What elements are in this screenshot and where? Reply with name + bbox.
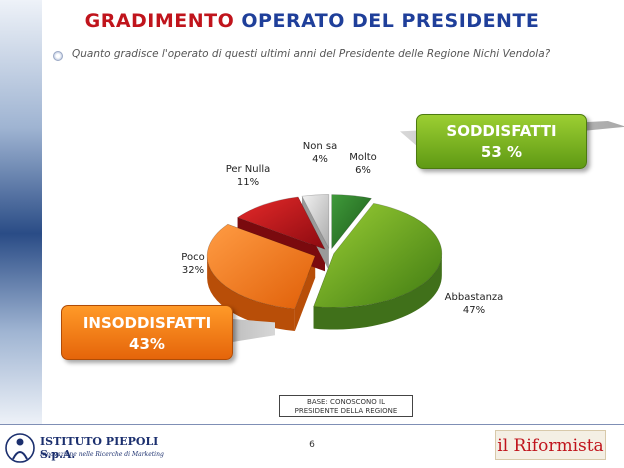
slice-label-value: 11% xyxy=(236,177,260,188)
satisfied-label: SODDISFATTI xyxy=(446,122,557,140)
title-part1: GRADIMENTO xyxy=(84,10,235,32)
slice-label-name: Non sa xyxy=(302,141,338,152)
base-note: BASE: CONOSCONO IL PRESIDENTE DELLA REGI… xyxy=(279,395,413,417)
dissatisfied-value: 43% xyxy=(129,335,165,353)
base-note-line1: BASE: CONOSCONO IL xyxy=(307,398,385,406)
slice-label-value: 32% xyxy=(181,265,205,276)
slice-label-name: Per Nulla xyxy=(225,164,271,175)
footer-rule xyxy=(0,424,624,425)
slice-label-abbastanza: Abbastanza 47% xyxy=(438,291,510,317)
title-part2: OPERATO DEL PRESIDENTE xyxy=(241,10,540,32)
slice-label-poco: Poco 32% xyxy=(171,251,215,277)
pie-slice-per-nulla xyxy=(236,196,326,250)
piepoli-tagline: Innovazione nelle Ricerche di Marketing xyxy=(40,451,164,458)
pie-slice-non-sa xyxy=(301,194,330,249)
piepoli-logo: ISTITUTO PIEPOLI S.p.A. Innovazione nell… xyxy=(4,430,164,466)
slice-label-value: 4% xyxy=(312,154,328,165)
slice-label-name: Poco xyxy=(181,252,205,263)
piepoli-emblem-icon xyxy=(5,433,35,463)
pie-slice-poco xyxy=(206,223,316,310)
slice-label-molto: Molto 6% xyxy=(343,151,383,177)
dissatisfied-summary-box: INSODDISFATTI 43% xyxy=(61,305,233,360)
pie-slice-side-abbastanza xyxy=(313,253,442,330)
base-note-line2: PRESIDENTE DELLA REGIONE xyxy=(294,407,398,415)
pie-slice-side-poco xyxy=(207,255,295,331)
slice-label-name: Abbastanza xyxy=(444,292,504,303)
slice-label-per-nulla: Per Nulla 11% xyxy=(219,163,277,189)
page-number: 6 xyxy=(309,440,315,450)
slice-label-value: 6% xyxy=(355,165,371,176)
riformista-logo: il Riformista xyxy=(495,430,606,460)
question-text: Quanto gradisce l'operato di questi ulti… xyxy=(72,48,551,60)
piepoli-name: ISTITUTO PIEPOLI S.p.A. xyxy=(40,435,159,461)
bullet-icon xyxy=(53,51,63,61)
side-band xyxy=(0,0,42,425)
satisfied-summary-box: SODDISFATTI 53 % xyxy=(416,114,587,169)
satisfied-value: 53 % xyxy=(480,143,523,161)
dissatisfied-label: INSODDISFATTI xyxy=(82,314,212,332)
pie-slice-abbastanza xyxy=(313,203,443,308)
page-title: GRADIMENTO OPERATO DEL PRESIDENTE xyxy=(0,10,624,32)
slice-label-value: 47% xyxy=(462,305,486,316)
slice-label-name: Molto xyxy=(349,152,377,163)
slice-label-non-sa: Non sa 4% xyxy=(296,140,344,166)
pie-slice-molto xyxy=(331,194,372,250)
